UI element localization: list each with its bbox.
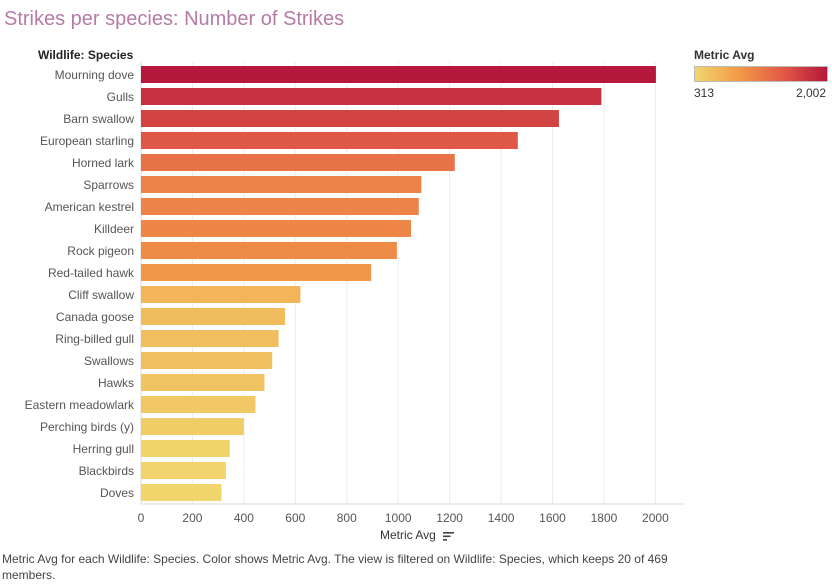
category-label: Sparrows <box>83 178 134 192</box>
bar[interactable] <box>141 286 301 303</box>
bar[interactable] <box>141 264 372 281</box>
category-label: Mourning dove <box>55 68 135 82</box>
bar[interactable] <box>141 198 419 215</box>
x-axis-title-text: Metric Avg <box>380 528 436 542</box>
legend-max-label: 2,002 <box>795 86 826 100</box>
bar[interactable] <box>141 352 273 369</box>
category-label: European starling <box>40 134 134 148</box>
category-label: Killdeer <box>94 222 134 236</box>
legend-gradient <box>694 66 828 82</box>
x-tick-label: 0 <box>138 511 145 525</box>
x-tick-label: 400 <box>234 511 254 525</box>
category-label: American kestrel <box>45 200 134 214</box>
x-tick-label: 1800 <box>591 511 618 525</box>
row-header: Wildlife: Species <box>38 48 134 62</box>
bar[interactable] <box>141 110 559 127</box>
bar[interactable] <box>141 220 412 237</box>
bar[interactable] <box>141 66 656 83</box>
sort-descending-icon[interactable] <box>443 531 455 541</box>
category-label: Gulls <box>107 90 134 104</box>
category-label: Herring gull <box>73 442 134 456</box>
legend-title: Metric Avg <box>694 48 755 62</box>
category-label: Swallows <box>84 354 134 368</box>
bar[interactable] <box>141 374 265 391</box>
bar[interactable] <box>141 154 455 171</box>
chart-title: Strikes per species: Number of Strikes <box>4 8 345 30</box>
category-label: Canada goose <box>56 310 134 324</box>
x-tick-label: 1400 <box>488 511 515 525</box>
bar[interactable] <box>141 88 602 105</box>
bar[interactable] <box>141 242 397 259</box>
category-label: Rock pigeon <box>67 244 134 258</box>
bar[interactable] <box>141 308 286 325</box>
bar[interactable] <box>141 484 222 501</box>
category-label: Perching birds (y) <box>40 420 134 434</box>
bar[interactable] <box>141 440 230 457</box>
category-label: Doves <box>100 486 134 500</box>
category-label: Blackbirds <box>79 464 134 478</box>
x-tick-label: 2000 <box>642 511 669 525</box>
category-label: Red-tailed hawk <box>48 266 135 280</box>
category-label: Cliff swallow <box>68 288 134 302</box>
x-tick-label: 1000 <box>385 511 412 525</box>
category-label: Barn swallow <box>63 112 134 126</box>
bar[interactable] <box>141 462 226 479</box>
x-tick-label: 1200 <box>436 511 463 525</box>
bar[interactable] <box>141 396 256 413</box>
category-label: Horned lark <box>72 156 135 170</box>
caption: Metric Avg for each Wildlife: Species. C… <box>2 552 668 582</box>
bar-chart: 0 200 400 600 800 1000 1200 1400 1600 1800 2000 Mou… <box>25 62 684 525</box>
legend-min-label: 313 <box>694 86 715 100</box>
x-tick-label: 800 <box>337 511 357 525</box>
bar[interactable] <box>141 132 518 149</box>
x-tick-label: 200 <box>182 511 202 525</box>
category-label: Ring-billed gull <box>55 332 134 346</box>
bar[interactable] <box>141 176 422 193</box>
bar[interactable] <box>141 418 244 435</box>
category-label: Eastern meadowlark <box>25 398 135 412</box>
category-label: Hawks <box>98 376 134 390</box>
legend-labels: 313 2,002 <box>694 86 830 102</box>
x-axis-title[interactable]: Metric Avg <box>380 528 455 542</box>
x-tick-label: 1600 <box>539 511 566 525</box>
bar[interactable] <box>141 330 279 347</box>
x-tick-label: 600 <box>285 511 305 525</box>
color-legend: Metric Avg 313 2,002 <box>694 48 830 102</box>
